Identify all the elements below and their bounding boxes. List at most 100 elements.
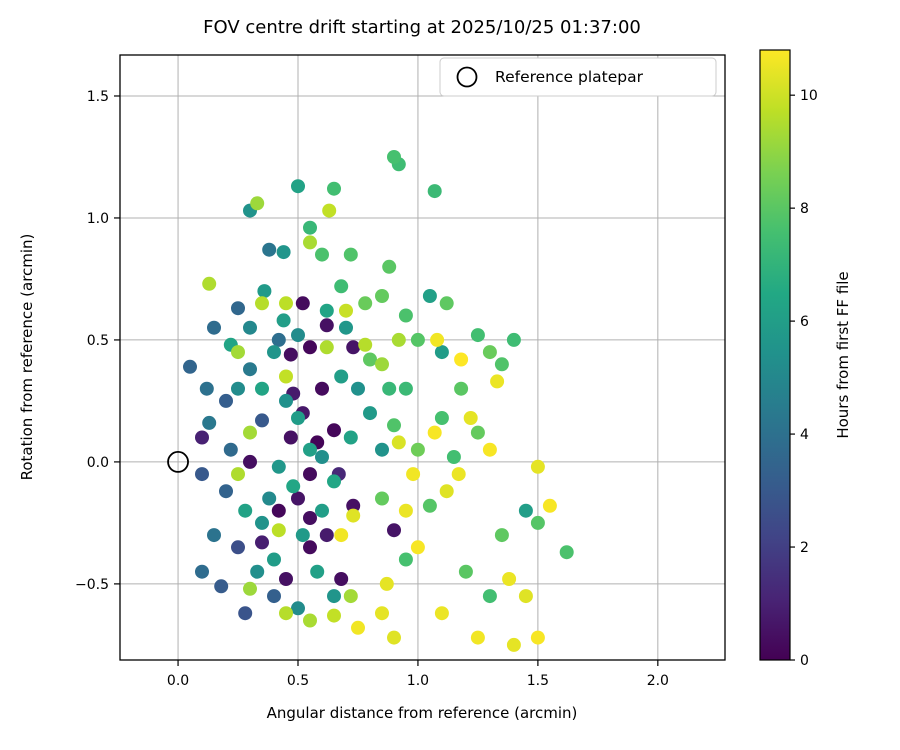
x-tick-label: 0.0: [167, 673, 189, 689]
scatter-point: [363, 352, 377, 367]
scatter-point: [406, 467, 421, 482]
scatter-point: [422, 289, 437, 303]
scatter-point: [243, 454, 257, 469]
scatter-point: [327, 423, 341, 438]
scatter-point: [382, 381, 397, 396]
scatter-point: [319, 528, 334, 543]
colorbar-ticks: 0 2 4 6 8 10: [790, 88, 818, 669]
scatter-point: [322, 203, 337, 218]
scatter-point: [391, 435, 406, 450]
scatter-point: [387, 418, 401, 433]
x-tick-label: 0.5: [287, 673, 309, 689]
scatter-point: [351, 381, 365, 396]
scatter-point: [303, 540, 317, 555]
scatter-point: [238, 606, 253, 621]
scatter-point: [279, 606, 293, 621]
scatter-point: [202, 415, 217, 430]
scatter-point: [346, 508, 361, 523]
scatter-point: [334, 528, 349, 543]
scatter-point: [310, 564, 325, 579]
scatter-point: [276, 313, 291, 328]
scatter-point: [434, 411, 449, 425]
scatter-point: [530, 515, 545, 530]
scatter-point: [276, 245, 291, 260]
scatter-point: [346, 498, 361, 513]
scatter-point: [291, 491, 305, 506]
scatter-points: [183, 150, 574, 652]
scatter-point: [295, 296, 310, 311]
scatter-point: [250, 196, 265, 211]
y-tick-label: 1.5: [87, 89, 109, 105]
x-axis-label: Angular distance from reference (arcmin): [267, 704, 578, 722]
scatter-point: [279, 296, 293, 311]
scatter-point: [255, 381, 269, 396]
scatter-point: [319, 303, 334, 318]
y-tick-label: −0.5: [75, 577, 109, 593]
scatter-point: [303, 442, 317, 457]
scatter-point: [291, 179, 305, 194]
colorbar: 0 2 4 6 8 10 Hours from first FF file: [759, 49, 852, 669]
scatter-point: [422, 498, 437, 513]
scatter-point: [351, 620, 365, 635]
scatter-point: [257, 284, 272, 299]
scatter-point: [343, 430, 358, 445]
x-tick-label: 2.0: [647, 673, 669, 689]
scatter-point: [454, 381, 469, 396]
scatter-point: [382, 259, 397, 274]
scatter-point: [279, 393, 293, 408]
scatter-point: [494, 528, 509, 543]
scatter-point: [267, 589, 281, 604]
scatter-point: [231, 381, 245, 396]
scatter-point: [262, 491, 277, 506]
scatter-point: [291, 411, 305, 425]
legend: Reference platepar: [439, 57, 717, 97]
scatter-point: [339, 303, 353, 318]
scatter-point: [255, 535, 269, 550]
scatter-point: [271, 523, 286, 538]
scatter-point: [343, 589, 358, 604]
scatter-point: [267, 345, 281, 360]
scatter-point: [398, 308, 413, 323]
scatter-point: [223, 442, 238, 457]
colorbar-tick-label: 4: [800, 427, 809, 443]
scatter-point: [482, 442, 497, 457]
scatter-point: [427, 184, 442, 199]
scatter-point: [283, 430, 298, 445]
scatter-point: [183, 359, 197, 374]
scatter-point: [238, 503, 253, 518]
legend-box: [439, 57, 717, 97]
scatter-point: [327, 474, 341, 489]
scatter-point: [439, 484, 454, 499]
scatter-point: [518, 503, 533, 518]
scatter-point: [410, 332, 425, 347]
scatter-point: [502, 572, 517, 586]
scatter-point: [518, 589, 533, 604]
scatter-point: [291, 328, 305, 343]
scatter-point: [303, 511, 317, 525]
scatter-point: [199, 381, 214, 396]
scatter-point: [219, 484, 233, 499]
scatter-point: [334, 572, 349, 586]
scatter-point: [334, 279, 349, 294]
x-tick-label: 1.0: [407, 673, 429, 689]
scatter-point: [363, 406, 377, 421]
scatter-point: [327, 589, 341, 604]
scatter-point: [243, 425, 257, 440]
scatter-point: [243, 320, 257, 335]
scatter-point: [463, 411, 478, 425]
scatter-point: [207, 320, 221, 335]
scatter-point: [358, 337, 373, 352]
scatter-point: [214, 579, 229, 594]
scatter-point: [271, 459, 286, 474]
scatter-point: [470, 630, 485, 645]
y-tick-label: 1.0: [87, 211, 109, 227]
scatter-point: [410, 442, 425, 457]
scatter-point: [398, 381, 413, 396]
scatter-point: [451, 467, 466, 482]
scatter-point: [291, 601, 305, 616]
scatter-point: [202, 276, 217, 291]
scatter-point: [255, 413, 269, 428]
scatter-point: [231, 301, 245, 316]
colorbar-tick-label: 0: [800, 653, 809, 669]
